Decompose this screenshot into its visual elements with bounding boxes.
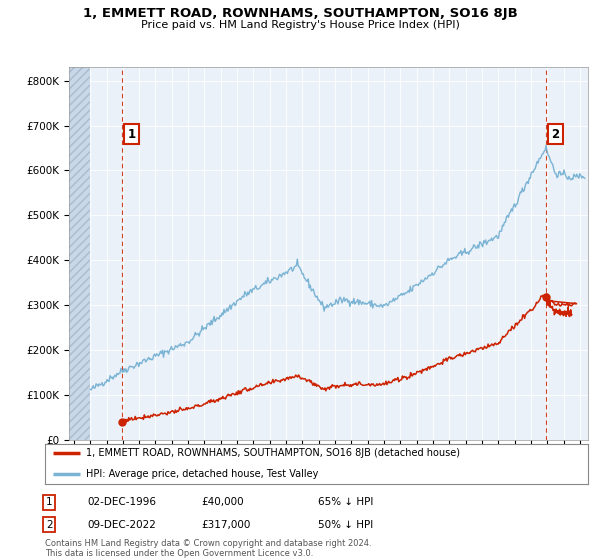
Text: £40,000: £40,000 — [201, 497, 244, 507]
Text: 09-DEC-2022: 09-DEC-2022 — [87, 520, 156, 530]
Text: Price paid vs. HM Land Registry's House Price Index (HPI): Price paid vs. HM Land Registry's House … — [140, 20, 460, 30]
Text: 1, EMMETT ROAD, ROWNHAMS, SOUTHAMPTON, SO16 8JB: 1, EMMETT ROAD, ROWNHAMS, SOUTHAMPTON, S… — [83, 7, 517, 20]
Text: 1: 1 — [127, 128, 136, 141]
Text: £317,000: £317,000 — [201, 520, 250, 530]
Text: 02-DEC-1996: 02-DEC-1996 — [87, 497, 156, 507]
Text: 1, EMMETT ROAD, ROWNHAMS, SOUTHAMPTON, SO16 8JB (detached house): 1, EMMETT ROAD, ROWNHAMS, SOUTHAMPTON, S… — [86, 449, 460, 458]
Text: 65% ↓ HPI: 65% ↓ HPI — [318, 497, 373, 507]
Text: 1: 1 — [46, 497, 53, 507]
Text: 50% ↓ HPI: 50% ↓ HPI — [318, 520, 373, 530]
Text: 2: 2 — [551, 128, 560, 141]
Text: 2: 2 — [46, 520, 53, 530]
Text: Contains HM Land Registry data © Crown copyright and database right 2024.
This d: Contains HM Land Registry data © Crown c… — [45, 539, 371, 558]
Bar — [69, 67, 90, 440]
Text: HPI: Average price, detached house, Test Valley: HPI: Average price, detached house, Test… — [86, 469, 318, 479]
